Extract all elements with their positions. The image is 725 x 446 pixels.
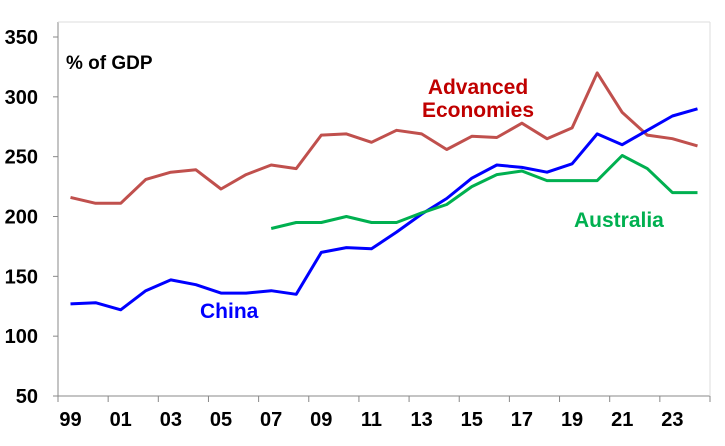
x-tick-label: 07 [260, 409, 282, 431]
y-tick-label: 300 [5, 87, 38, 109]
x-tick-label: 15 [461, 409, 483, 431]
series-label-advanced-economies-line1: Advanced [428, 76, 528, 99]
y-axis-label: % of GDP [66, 53, 153, 74]
x-tick-label: 03 [160, 409, 182, 431]
y-tick-label: 150 [5, 266, 38, 288]
x-tick-label: 21 [611, 409, 633, 431]
x-tick-label: 11 [361, 409, 382, 431]
y-tick-label: 200 [5, 207, 38, 229]
axes: 50 100 150 200 250 300 350 99 01 03 05 07 09 11 13 15 17… [5, 21, 711, 431]
y-tick-label: 350 [5, 27, 38, 49]
y-tick-label: 100 [5, 326, 38, 348]
x-tick-label: 01 [110, 409, 132, 431]
x-tick-label: 13 [410, 409, 432, 431]
x-tick-label: 09 [310, 409, 332, 431]
series-line-china [70, 107, 698, 312]
x-tick-label: 23 [661, 409, 683, 431]
series-lines [70, 71, 698, 312]
y-tick-label: 50 [16, 386, 38, 408]
x-tick-label: 99 [59, 409, 81, 431]
series-label-advanced-economies-line2: Economies [422, 99, 534, 122]
x-tick-label: 17 [511, 409, 533, 431]
series-line-australia [270, 154, 698, 230]
series-label-australia: Australia [574, 209, 664, 232]
y-tick-label: 250 [5, 147, 38, 169]
x-tick-label: 05 [210, 409, 232, 431]
series-label-china: China [200, 300, 259, 323]
series-line-advanced-economies [70, 71, 698, 205]
x-tick-label: 19 [561, 409, 583, 431]
